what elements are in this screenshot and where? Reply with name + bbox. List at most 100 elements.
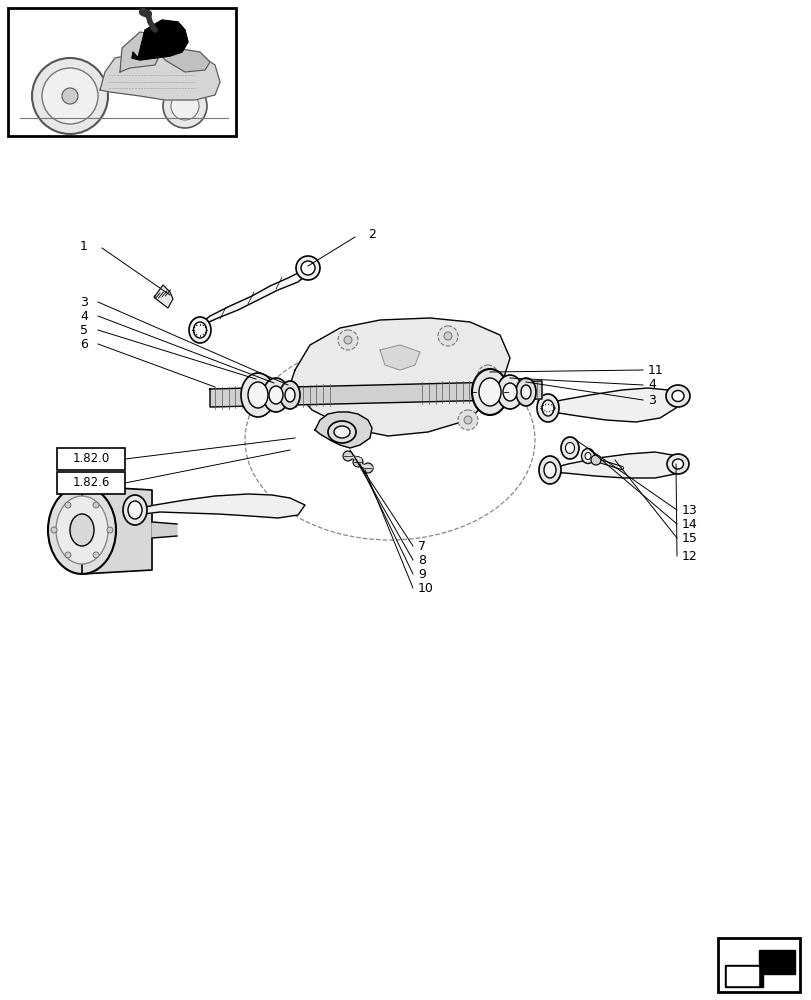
Text: 1.82.0: 1.82.0 <box>72 452 109 466</box>
Ellipse shape <box>263 378 289 412</box>
Ellipse shape <box>301 261 315 275</box>
Ellipse shape <box>122 495 147 525</box>
Text: 1.82.6: 1.82.6 <box>72 477 109 489</box>
Ellipse shape <box>70 514 94 546</box>
Circle shape <box>93 552 99 558</box>
Ellipse shape <box>328 421 355 443</box>
Polygon shape <box>315 412 371 448</box>
Text: 15: 15 <box>681 532 697 544</box>
Ellipse shape <box>189 317 211 343</box>
Polygon shape <box>726 967 757 985</box>
Circle shape <box>437 326 457 346</box>
Ellipse shape <box>665 385 689 407</box>
Circle shape <box>483 371 491 379</box>
Circle shape <box>463 416 471 424</box>
Circle shape <box>51 527 57 533</box>
Text: 1: 1 <box>80 239 88 252</box>
Circle shape <box>65 552 71 558</box>
Text: 4: 4 <box>647 378 655 391</box>
Bar <box>717 938 799 992</box>
Ellipse shape <box>666 454 689 474</box>
Ellipse shape <box>333 426 350 438</box>
Text: 3: 3 <box>647 393 655 406</box>
Ellipse shape <box>564 442 574 454</box>
Text: 2: 2 <box>367 229 375 241</box>
Bar <box>57 472 125 494</box>
Ellipse shape <box>471 369 508 415</box>
Polygon shape <box>539 452 679 478</box>
Ellipse shape <box>584 452 590 460</box>
Ellipse shape <box>268 386 283 404</box>
Ellipse shape <box>296 256 320 280</box>
Ellipse shape <box>560 437 578 459</box>
Circle shape <box>107 527 113 533</box>
Ellipse shape <box>672 459 683 469</box>
Polygon shape <box>120 32 162 72</box>
Polygon shape <box>724 950 794 987</box>
Ellipse shape <box>581 448 594 464</box>
Ellipse shape <box>515 378 535 406</box>
Circle shape <box>32 58 108 134</box>
Ellipse shape <box>48 486 116 574</box>
Polygon shape <box>82 486 152 574</box>
Ellipse shape <box>128 501 142 519</box>
Text: 12: 12 <box>681 550 697 562</box>
Ellipse shape <box>543 462 556 478</box>
Ellipse shape <box>285 388 294 402</box>
Polygon shape <box>100 50 220 100</box>
Circle shape <box>478 365 497 385</box>
Ellipse shape <box>241 373 275 417</box>
Text: 11: 11 <box>647 363 663 376</box>
Text: 13: 13 <box>681 504 697 516</box>
Polygon shape <box>132 20 188 60</box>
Circle shape <box>65 502 71 508</box>
Ellipse shape <box>539 456 560 484</box>
Polygon shape <box>290 318 509 436</box>
Circle shape <box>353 457 363 467</box>
Circle shape <box>171 92 199 120</box>
Text: 14: 14 <box>681 518 697 530</box>
Ellipse shape <box>193 322 206 338</box>
Circle shape <box>42 68 98 124</box>
Ellipse shape <box>247 382 268 408</box>
Bar <box>8 8 236 136</box>
Circle shape <box>62 88 78 104</box>
Circle shape <box>590 455 600 465</box>
Circle shape <box>344 418 351 426</box>
Polygon shape <box>154 285 173 308</box>
Text: 6: 6 <box>80 338 88 351</box>
Text: 5: 5 <box>80 324 88 336</box>
Circle shape <box>163 84 207 128</box>
Ellipse shape <box>536 394 558 422</box>
Ellipse shape <box>478 378 500 406</box>
Ellipse shape <box>541 400 553 416</box>
Circle shape <box>363 463 372 473</box>
Text: 10: 10 <box>418 582 433 594</box>
Text: 3: 3 <box>80 296 88 308</box>
Polygon shape <box>130 494 305 518</box>
Polygon shape <box>538 388 679 422</box>
Ellipse shape <box>502 383 517 401</box>
Circle shape <box>457 410 478 430</box>
Bar <box>57 448 125 470</box>
Circle shape <box>337 330 358 350</box>
Ellipse shape <box>56 496 108 564</box>
Text: 4: 4 <box>80 310 88 322</box>
Polygon shape <box>191 268 307 332</box>
Ellipse shape <box>521 385 530 399</box>
Ellipse shape <box>496 375 522 409</box>
Polygon shape <box>158 48 210 72</box>
Circle shape <box>344 336 351 344</box>
Polygon shape <box>210 381 541 407</box>
Text: 7: 7 <box>418 540 426 552</box>
Polygon shape <box>380 345 419 370</box>
Text: 9: 9 <box>418 568 425 580</box>
Circle shape <box>337 412 358 432</box>
Ellipse shape <box>672 390 683 401</box>
Polygon shape <box>152 522 177 538</box>
Text: 8: 8 <box>418 554 426 566</box>
Circle shape <box>93 502 99 508</box>
Circle shape <box>444 332 452 340</box>
Circle shape <box>342 451 353 461</box>
Ellipse shape <box>280 381 299 409</box>
